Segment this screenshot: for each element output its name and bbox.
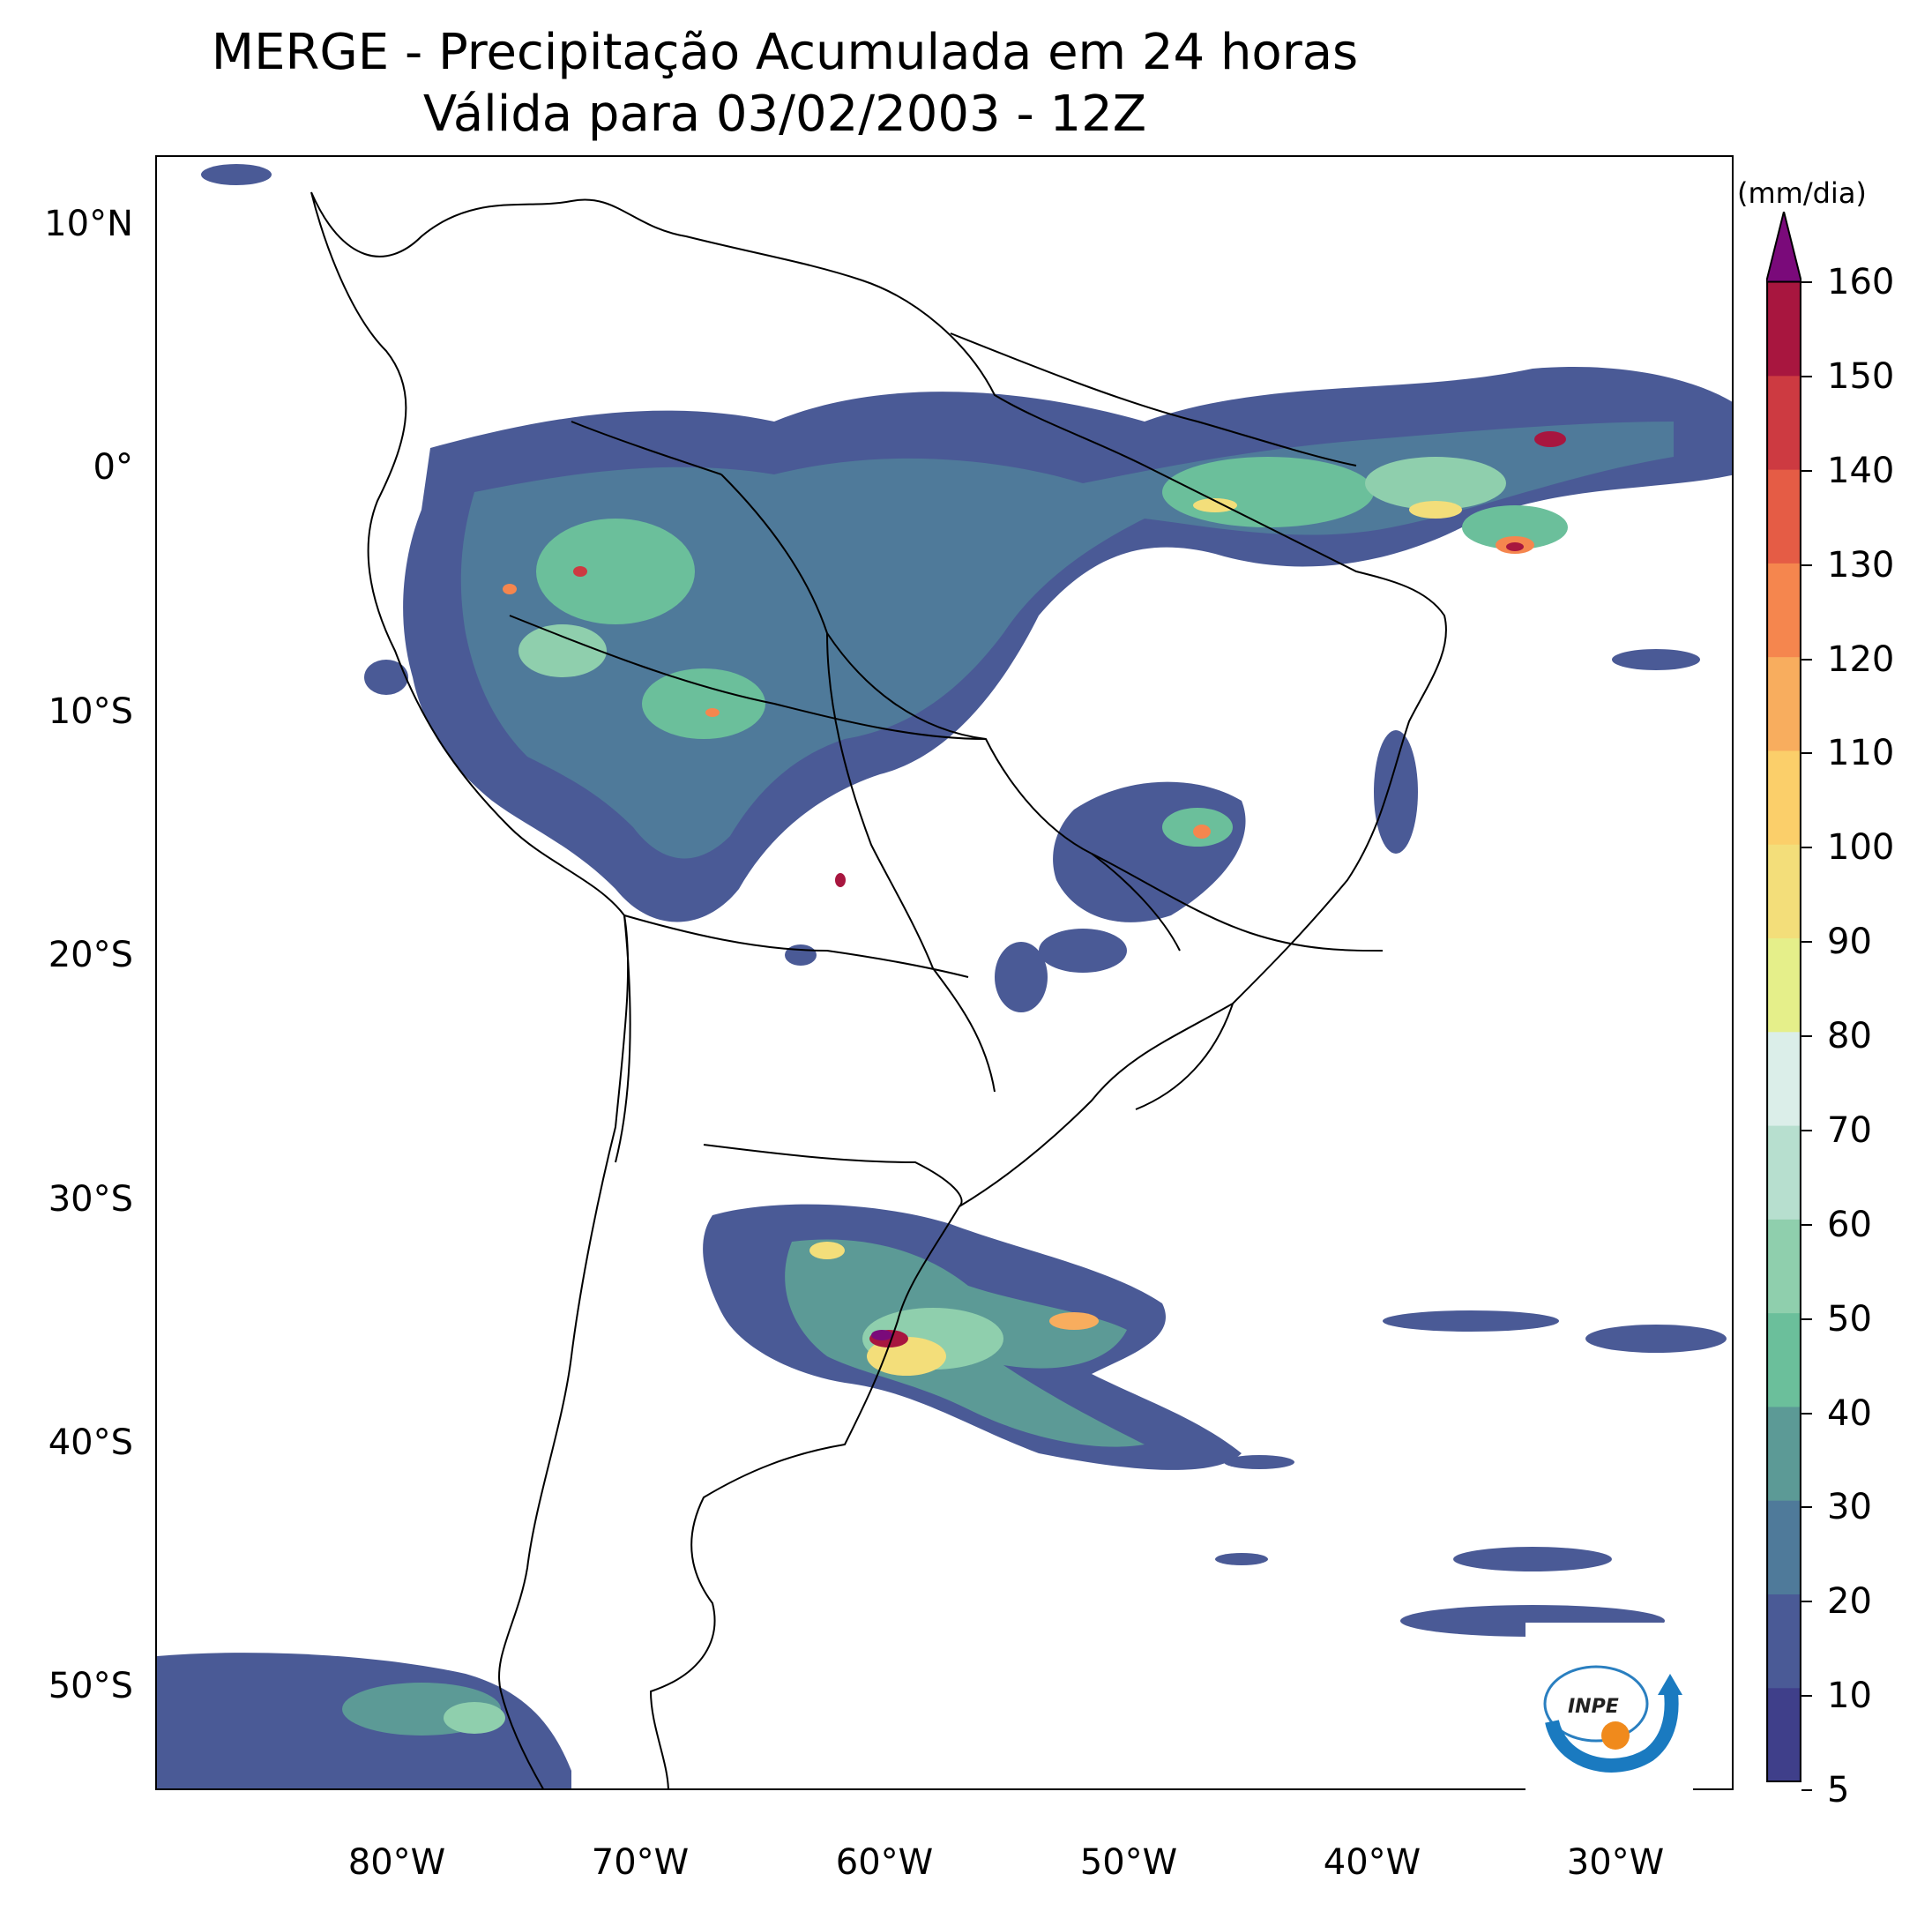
colorbar-segment [1766,1312,1801,1407]
colorbar-tick-label: 70 [1827,1109,1872,1151]
colorbar-tick [1801,847,1812,849]
colorbar-tick-label: 80 [1827,1016,1872,1056]
colorbar-tick [1801,469,1812,472]
colorbar-segment [1766,281,1801,377]
colorbar-segment [1766,937,1801,1033]
colorbar-tick-label: 100 [1827,827,1895,869]
logo-text: INPE [1568,1696,1619,1718]
colorbar-tick [1801,752,1812,755]
colorbar-segment [1766,844,1801,939]
colorbar-tick [1801,1695,1812,1698]
lat-label-0: 0° [93,447,133,488]
colorbar-tick [1801,375,1812,377]
colorbar-tick-label: 30 [1827,1487,1872,1528]
lon-label-70w: 70°W [591,1842,690,1883]
colorbar-tick-label: 20 [1827,1581,1872,1623]
colorbar-segment [1766,469,1801,564]
colorbar-segment [1766,1500,1801,1594]
colorbar-segment [1766,1406,1801,1501]
lat-label-30s: 30°S [48,1179,133,1220]
colorbar-tick [1801,1601,1812,1603]
colorbar-tick [1801,941,1812,944]
colorbar-segment [1766,656,1801,751]
colorbar-tick-label: 5 [1827,1770,1850,1810]
precipitation-map [155,155,1734,1790]
lat-label-40s: 40°S [48,1422,133,1463]
colorbar-tick [1801,1035,1812,1037]
lat-label-50s: 50°S [48,1666,133,1706]
colorbar-tick-label: 50 [1827,1298,1872,1340]
colorbar-tick-label: 150 [1827,355,1895,397]
colorbar-tick-label: 90 [1827,922,1872,963]
lon-label-60w: 60°W [835,1842,934,1883]
map-title: MERGE - Precipitação Acumulada em 24 hor… [211,24,1359,81]
colorbar-segment [1766,1031,1801,1126]
colorbar-unit: (mm/dia) [1737,176,1867,210]
colorbar-segment [1766,375,1801,470]
inpe-logo: INPE [1525,1623,1693,1790]
map-canvas [157,164,1732,1788]
colorbar-tick-label: 40 [1827,1392,1872,1434]
lat-label-20s: 20°S [48,935,133,975]
colorbar-tick-label: 120 [1827,638,1895,680]
colorbar [1766,212,1801,1783]
colorbar-tick [1801,1223,1812,1226]
colorbar-tick [1801,1506,1812,1509]
precipitation-fields [157,164,1732,1788]
colorbar-tick-label: 160 [1827,262,1895,302]
colorbar-extend-arrow [1766,212,1801,283]
lon-label-40w: 40°W [1323,1842,1421,1883]
colorbar-segment [1766,1687,1801,1782]
colorbar-segment [1766,563,1801,658]
colorbar-tick-label: 130 [1827,544,1895,586]
map-subtitle: Válida para 03/02/2003 - 12Z [422,86,1147,143]
lon-label-50w: 50°W [1079,1842,1178,1883]
continent-outline [310,191,1447,1788]
lat-label-10s: 10°S [48,691,133,732]
lon-label-30w: 30°W [1566,1842,1665,1883]
colorbar-tick [1801,1129,1812,1131]
colorbar-tick [1801,658,1812,661]
colorbar-tick [1801,564,1812,566]
colorbar-tick-label: 140 [1827,450,1895,491]
lat-label-10n: 10°N [44,204,133,244]
colorbar-segment [1766,1219,1801,1314]
colorbar-tick-label: 10 [1827,1676,1872,1717]
colorbar-segment [1766,1594,1801,1689]
colorbar-tick [1801,1412,1812,1415]
colorbar-tick [1801,1318,1812,1320]
colorbar-tick-label: 110 [1827,733,1895,774]
colorbar-tick [1801,281,1812,283]
colorbar-tick-label: 60 [1827,1204,1872,1245]
inpe-logo-graphic: INPE [1543,1665,1682,1773]
colorbar-segment [1766,750,1801,845]
colorbar-tick [1801,1789,1812,1791]
colorbar-segment [1766,1125,1801,1220]
colorbar-frame [1766,280,1801,1783]
lon-label-80w: 80°W [347,1842,446,1883]
